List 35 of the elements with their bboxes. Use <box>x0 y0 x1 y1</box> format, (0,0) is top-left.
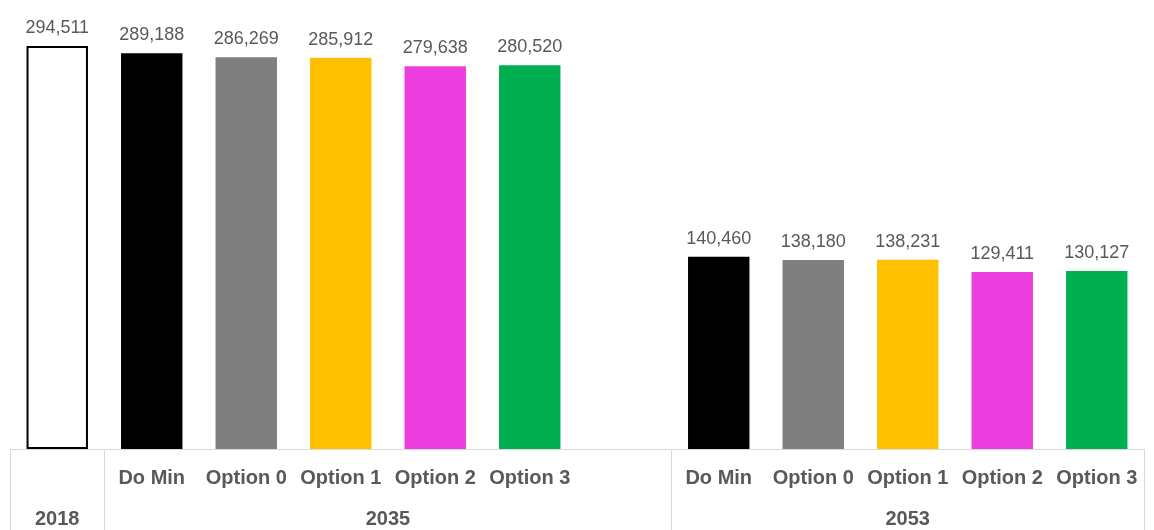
x-tick-label: Do Min <box>685 466 753 488</box>
bar <box>782 259 844 449</box>
bar <box>215 57 277 449</box>
x-tick-label: Option 0 <box>205 466 287 488</box>
bar <box>404 66 466 449</box>
x-tick-label: Option 0 <box>772 466 854 488</box>
x-tick-label: Option 2 <box>961 466 1043 488</box>
data-label: 138,231 <box>875 230 941 251</box>
data-label: 129,411 <box>970 242 1035 263</box>
x-tick-label: Option 3 <box>1056 466 1138 488</box>
text: 2035 <box>365 507 411 529</box>
data-label: 280,520 <box>497 36 563 57</box>
x-tick-label: Option 1 <box>867 466 949 488</box>
data-label: 130,127 <box>1064 241 1130 262</box>
data-label: 140,460 <box>686 227 752 248</box>
x-tick-label: Option 3 <box>489 466 571 488</box>
data-label: 285,912 <box>308 28 374 49</box>
data-label: 289,188 <box>119 24 185 45</box>
bar <box>1066 270 1128 449</box>
data-label: 286,269 <box>213 28 279 49</box>
bar <box>499 65 561 449</box>
x-tick-label: Do Min <box>118 466 186 488</box>
text: 2053 <box>885 507 930 529</box>
bar <box>121 53 183 449</box>
bar <box>877 259 939 449</box>
x-tick-label: Option 1 <box>300 466 382 488</box>
bar <box>688 256 750 449</box>
data-label: 279,638 <box>402 37 468 58</box>
bar <box>26 46 88 449</box>
bar <box>971 271 1033 449</box>
bar <box>310 57 372 449</box>
text: 2018 <box>35 507 80 529</box>
data-label: 294,511 <box>25 17 90 37</box>
data-label: 138,180 <box>780 230 846 251</box>
x-tick-label: Option 2 <box>394 466 476 488</box>
